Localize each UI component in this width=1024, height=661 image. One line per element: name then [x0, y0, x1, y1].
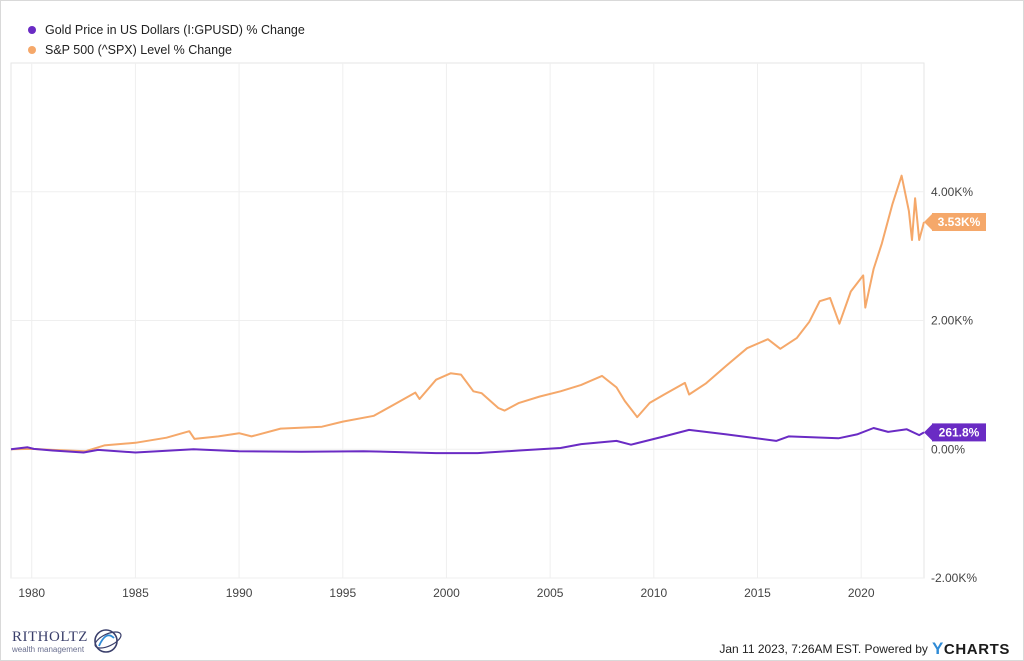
x-tick-label: 1995 — [329, 586, 356, 600]
legend: Gold Price in US Dollars (I:GPUSD) % Cha… — [28, 20, 305, 60]
x-tick-label: 2000 — [433, 586, 460, 600]
x-tick-label: 2020 — [848, 586, 875, 600]
credit-text: Jan 11 2023, 7:26AM EST. Powered by — [719, 642, 928, 656]
legend-label-gold: Gold Price in US Dollars (I:GPUSD) % Cha… — [45, 23, 305, 37]
ycharts-logo-text: CHARTS — [943, 640, 1010, 658]
y-tick-label: 4.00K% — [931, 185, 973, 199]
logo-emblem-icon — [94, 629, 122, 653]
legend-marker-spx — [28, 46, 36, 54]
ycharts-logo[interactable]: Y CHARTS — [932, 639, 1010, 659]
end-label-pointer-spx — [924, 213, 933, 232]
series-line-spx — [10, 174, 925, 453]
y-tick-label: 2.00K% — [931, 314, 973, 328]
x-tick-label: 1985 — [122, 586, 149, 600]
end-label-gold: 261.8% — [939, 425, 980, 439]
end-label-box-spx — [932, 213, 986, 232]
x-tick-label: 2015 — [744, 586, 771, 600]
ycharts-logo-y: Y — [931, 639, 944, 658]
legend-item-gold[interactable]: Gold Price in US Dollars (I:GPUSD) % Cha… — [28, 20, 305, 40]
x-tick-label: 2005 — [537, 586, 564, 600]
credit-line: Jan 11 2023, 7:26AM EST. Powered by Y CH… — [719, 639, 1010, 659]
end-label-pointer-gold — [924, 423, 933, 442]
logo-subtitle: wealth management — [12, 644, 85, 654]
logo-title: RITHOLTZ — [12, 628, 88, 645]
y-tick-label: 0.00% — [931, 442, 965, 456]
x-tick-label: 1980 — [18, 586, 45, 600]
end-label-spx: 3.53K% — [938, 215, 981, 229]
x-tick-label: 2010 — [640, 586, 667, 600]
x-tick-label: 1990 — [226, 586, 253, 600]
series-line-gold — [10, 427, 925, 455]
footer: RITHOLTZ wealth management Jan 11 2023, … — [0, 620, 1024, 661]
y-tick-label: -2.00K% — [931, 571, 977, 585]
chart-plot[interactable]: 4.00K% 2.00K% 0.00% -2.00K% 1980 1985 1990 1995… — [0, 0, 1024, 620]
end-label-box-gold — [932, 423, 986, 442]
legend-marker-gold — [28, 26, 36, 34]
ritholtz-logo: RITHOLTZ wealth management — [12, 626, 124, 656]
legend-label-spx: S&P 500 (^SPX) Level % Change — [45, 43, 232, 57]
legend-item-spx[interactable]: S&P 500 (^SPX) Level % Change — [28, 40, 305, 60]
